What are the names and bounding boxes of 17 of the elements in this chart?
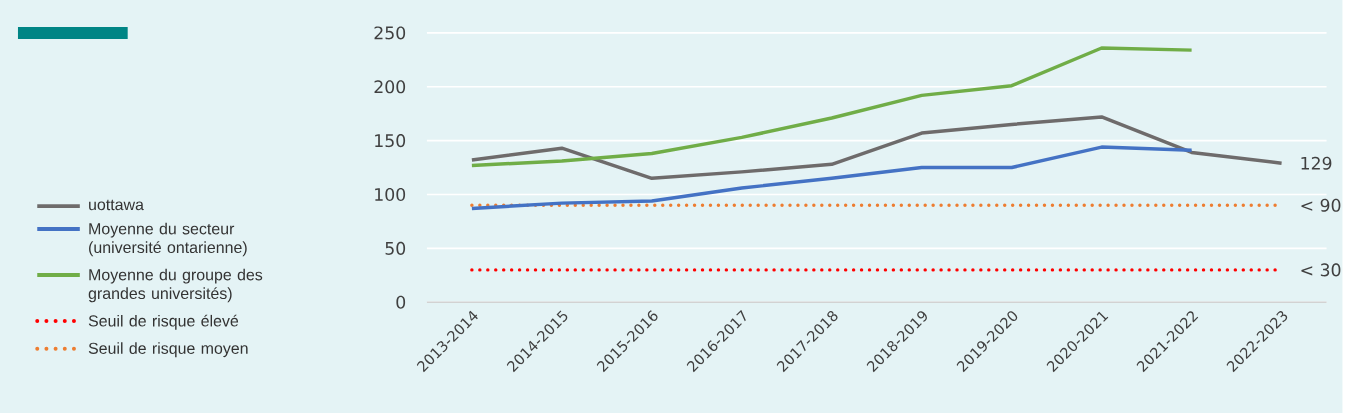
annotation: < 30 xyxy=(1301,263,1341,277)
line-series xyxy=(470,46,1194,168)
legend-label: Seuil de risque moyen xyxy=(88,342,248,358)
line-series xyxy=(470,145,1194,211)
legend-label: uottawa xyxy=(89,199,144,211)
y-tick-label: 0 xyxy=(396,295,406,309)
line-series xyxy=(470,115,1284,181)
annotation: < 90 xyxy=(1301,198,1341,212)
legend-label: Moyenne du groupe des grandes universités) xyxy=(88,268,263,303)
y-tick-label: 250 xyxy=(374,26,406,40)
legend-label: Seuil de risque élevé xyxy=(88,314,239,330)
annotation: 129 xyxy=(1301,156,1332,170)
y-tick-label: 200 xyxy=(374,80,406,94)
legend-label: Moyenne du secteur (université ontarienne) xyxy=(89,222,247,257)
y-tick-label: 50 xyxy=(385,241,406,255)
y-tick-label: 100 xyxy=(375,187,406,202)
y-tick-label: 150 xyxy=(375,134,406,148)
